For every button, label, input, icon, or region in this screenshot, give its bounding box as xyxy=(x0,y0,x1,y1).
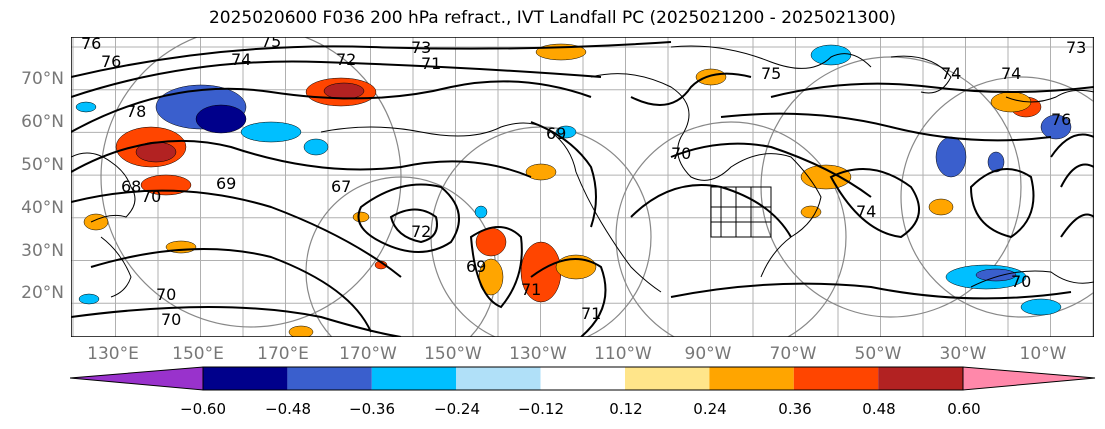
contour-label: 73 xyxy=(411,38,431,57)
colorbar-cell xyxy=(287,367,372,390)
ivt-shade-patch xyxy=(1040,114,1072,140)
lon-label: 170°W xyxy=(339,344,397,364)
map-title: 2025020600 F036 200 hPa refract., IVT La… xyxy=(208,8,896,28)
ivt-shade-patch xyxy=(78,293,100,305)
colorbar-tick-label: −0.24 xyxy=(434,400,480,418)
contour-label: 74 xyxy=(856,202,876,221)
contour-label: 70 xyxy=(1011,272,1031,291)
ivt-shade-patch xyxy=(975,268,1017,282)
lat-label: 30°N xyxy=(21,241,64,261)
ivt-shade-patch xyxy=(935,136,967,178)
colorbar-cell xyxy=(540,367,625,390)
contour-label: 71 xyxy=(581,304,601,323)
lon-label: 90°W xyxy=(684,344,732,364)
lat-label: 40°N xyxy=(21,198,64,218)
colorbar-cell xyxy=(371,367,457,390)
lon-label: 10°W xyxy=(1019,344,1067,364)
contour-label: 78 xyxy=(126,102,146,121)
contour-label: 70 xyxy=(156,285,176,304)
coastlines xyxy=(71,45,1094,298)
ivt-shade-patch xyxy=(695,68,727,86)
ivt-shade-patch xyxy=(288,325,314,337)
contour-label: 76 xyxy=(81,37,101,53)
colorbar-tick-label: 0.24 xyxy=(693,400,727,418)
contour-label: 69 xyxy=(216,174,236,193)
ivt-shade-patch xyxy=(1020,298,1062,316)
colorbar-tick-label: 0.60 xyxy=(947,400,981,418)
lat-label: 70°N xyxy=(21,69,64,89)
lon-label: 110°W xyxy=(594,344,652,364)
contour-label: 71 xyxy=(521,280,541,299)
colorbar-cell xyxy=(878,367,963,390)
colorbar-tick-label: −0.12 xyxy=(518,400,564,418)
ivt-shade-patch xyxy=(525,163,557,181)
contour-label: 73 xyxy=(1066,38,1086,57)
colorbar-cell xyxy=(793,367,879,390)
colorbar-extend-left xyxy=(70,366,204,391)
lon-label: 70°W xyxy=(769,344,817,364)
colorbar-tick-label: −0.60 xyxy=(180,400,226,418)
ivt-shade-patch xyxy=(555,125,577,139)
ivt-shade-patch xyxy=(303,138,329,156)
contour-label: 75 xyxy=(261,37,281,51)
contour-label: 70 xyxy=(141,187,161,206)
ivt-shading xyxy=(75,43,1072,337)
ivt-shade-patch xyxy=(800,205,822,219)
ivt-shade-patch xyxy=(474,205,488,219)
contour-label: 72 xyxy=(336,50,356,69)
lon-label: 50°W xyxy=(854,344,902,364)
contour-label: 67 xyxy=(331,177,351,196)
colorbar-tick-label: 0.48 xyxy=(862,400,896,418)
contour-label: 76 xyxy=(1051,110,1071,129)
ivt-shade-patch xyxy=(810,44,852,66)
ivt-shade-patch xyxy=(987,151,1005,173)
colorbar-cell xyxy=(709,367,794,390)
lat-label: 60°N xyxy=(21,112,64,132)
ivt-shade-patch xyxy=(352,211,370,223)
lat-label: 50°N xyxy=(21,155,64,175)
ivt-shade-patch xyxy=(928,198,954,216)
ivt-shade-patch xyxy=(800,164,852,190)
contour-label: 70 xyxy=(161,310,181,329)
ivt-shade-patch xyxy=(240,121,302,143)
contour-label: 74 xyxy=(1001,64,1021,83)
colorbar-tick-label: 0.36 xyxy=(778,400,812,418)
ivt-shade-patch xyxy=(323,82,365,100)
contour-label: 69 xyxy=(466,257,486,276)
contour-label: 74 xyxy=(231,50,251,69)
contour-label: 71 xyxy=(421,54,441,73)
lon-label: 150°W xyxy=(424,344,482,364)
colorbar xyxy=(70,366,1096,391)
colorbar-extend-right xyxy=(962,366,1096,391)
refractivity-contours xyxy=(71,41,1094,337)
contour-label: 72 xyxy=(411,222,431,241)
lon-label: 130°W xyxy=(509,344,567,364)
ivt-shade-patch xyxy=(374,260,388,270)
colorbar-tick-label: −0.36 xyxy=(349,400,395,418)
lon-label: 30°W xyxy=(939,344,987,364)
contour-label: 68 xyxy=(121,177,141,196)
colorbar-cell xyxy=(625,367,710,390)
colorbar-cell xyxy=(203,367,288,390)
lat-label: 20°N xyxy=(21,283,64,303)
contour-label: 76 xyxy=(101,52,121,71)
lon-label: 130°E xyxy=(87,344,139,364)
contour-label: 74 xyxy=(941,64,961,83)
lon-label: 150°E xyxy=(172,344,224,364)
contour-label: 70 xyxy=(671,144,691,163)
colorbar-tick-label: −0.48 xyxy=(265,400,311,418)
lon-label: 170°E xyxy=(257,344,309,364)
colorbar-tick-label: 0.12 xyxy=(609,400,643,418)
colorbar-cell xyxy=(456,367,541,390)
contour-label: 69 xyxy=(546,124,566,143)
contour-label: 75 xyxy=(761,64,781,83)
ivt-shade-patch xyxy=(75,101,97,113)
ivt-shade-patch xyxy=(195,104,247,134)
